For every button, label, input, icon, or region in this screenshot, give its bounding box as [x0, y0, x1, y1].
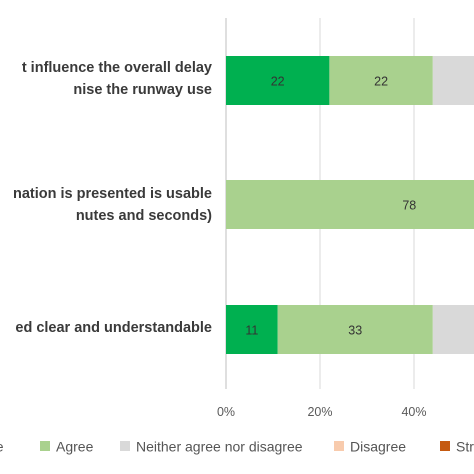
data-label: 11	[245, 324, 258, 338]
legend-item: Disagree	[334, 436, 406, 454]
bar-segment	[226, 180, 474, 229]
bar-segment	[432, 305, 474, 354]
bar-segment	[226, 56, 330, 105]
x-tick-label: 20%	[307, 405, 332, 419]
x-tick-label: 0%	[217, 405, 235, 419]
data-label: 78	[402, 199, 416, 213]
bar-segment	[432, 56, 474, 105]
legend-swatch	[334, 441, 344, 452]
legend-label: ee	[0, 438, 4, 454]
legend-label: Str	[456, 438, 474, 455]
legend-label: Disagree	[350, 438, 407, 455]
legend: ee Agree Neither agree nor disagree Disagre…	[0, 432, 474, 458]
category-label: ed clear and understandable	[15, 320, 212, 336]
legend-item: Str	[440, 436, 474, 454]
legend-label: Agree	[56, 438, 94, 455]
legend-item: Neither agree nor disagree	[120, 436, 303, 454]
category-label: nise the runway use	[73, 82, 212, 98]
legend-item: Agree	[40, 436, 93, 454]
legend-item: ee	[0, 436, 4, 454]
category-label: nation is presented is usable	[12, 186, 212, 202]
legend-label: Neither agree nor disagree	[136, 438, 303, 455]
legend-swatch	[440, 441, 450, 452]
bar-segment	[329, 56, 433, 105]
legend-swatch	[120, 441, 130, 452]
category-label: t influence the overall delay	[21, 60, 212, 76]
legend-swatch	[40, 441, 50, 452]
x-tick-label: 40%	[401, 405, 426, 419]
category-label: nutes and seconds)	[75, 208, 212, 224]
data-label: 22	[374, 75, 388, 89]
bar-segment	[226, 305, 278, 354]
data-label: 22	[271, 75, 285, 89]
bar-segment	[277, 305, 433, 354]
data-label: 33	[348, 324, 362, 338]
